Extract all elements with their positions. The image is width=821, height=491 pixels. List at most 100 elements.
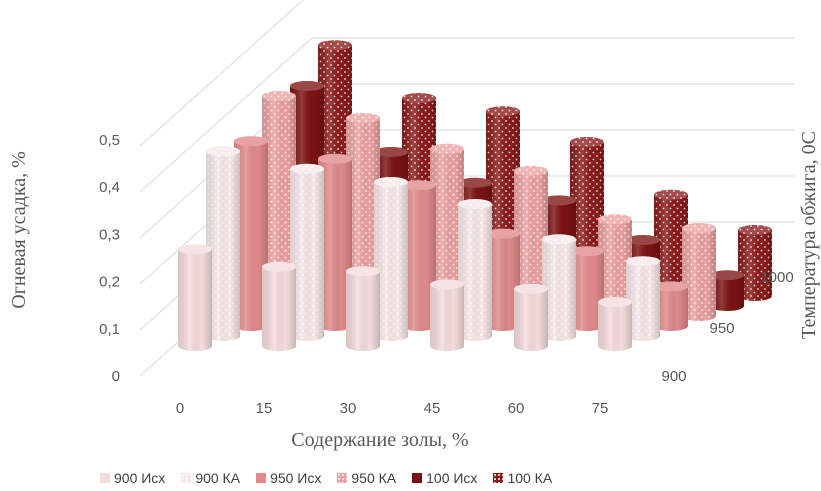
- bar-shading: [514, 288, 548, 351]
- bar-top-pattern: [514, 165, 548, 176]
- bar-shading: [738, 230, 772, 301]
- legend-item: 950 КА: [337, 470, 396, 486]
- bar-top-pattern: [738, 225, 772, 235]
- bar: [682, 223, 716, 321]
- bar-shading: [318, 158, 352, 331]
- bar-shading: [430, 148, 464, 321]
- bar: [374, 177, 408, 341]
- x-tick-label: 30: [340, 400, 357, 417]
- bar-top: [178, 244, 212, 255]
- bar-shading: [486, 233, 520, 331]
- bar-shading: [682, 228, 716, 321]
- bar-shading: [206, 151, 240, 341]
- y-tick-label: 0,3: [99, 226, 120, 243]
- bar-top-highlight: [542, 195, 576, 206]
- bar-shading: [570, 251, 604, 331]
- bar-top-highlight: [374, 147, 408, 157]
- bar-top-highlight: [598, 297, 632, 307]
- bar: [710, 270, 744, 311]
- bar-top: [542, 195, 576, 206]
- bar: [318, 153, 352, 331]
- legend-swatch: [100, 473, 110, 483]
- bar-top-pattern: [458, 199, 492, 209]
- bar-top-pattern: [682, 223, 716, 233]
- bar-shading: [234, 141, 268, 331]
- bar-top-pattern: [654, 189, 688, 200]
- bar-shading: [178, 249, 212, 351]
- grid-diagonal: [139, 0, 304, 147]
- bar-shading: [402, 185, 436, 331]
- bar-top: [654, 281, 688, 292]
- bars: [178, 40, 772, 351]
- bar-shading: [626, 261, 660, 341]
- legend-swatch: [337, 473, 348, 483]
- bar-top-pattern: [374, 177, 408, 187]
- bar-top: [234, 136, 268, 147]
- y-axis-ticks: 0 0,1 0,2 0,3 0,4 0,5: [99, 132, 120, 385]
- bar: [654, 189, 688, 301]
- bar-shading: [262, 266, 296, 351]
- bar: [178, 244, 212, 351]
- y-tick-label: 0,4: [99, 179, 120, 196]
- bar: [626, 256, 660, 341]
- bar: [430, 143, 464, 321]
- bar-top-highlight: [458, 177, 492, 188]
- bar: [262, 261, 296, 351]
- bar-top-pattern: [290, 163, 324, 174]
- legend-swatch: [412, 473, 423, 483]
- bar-top-highlight: [402, 180, 436, 191]
- bar: [430, 279, 464, 351]
- legend-label: 950 КА: [351, 470, 397, 486]
- bar: [570, 246, 604, 331]
- bar-shading: [654, 286, 688, 331]
- bar-top-highlight: [346, 266, 380, 277]
- bar-top-pattern: [570, 137, 604, 147]
- bar: [402, 180, 436, 331]
- bar: [598, 297, 632, 351]
- x-axis-ticks: 0 15 30 45 60 75: [176, 400, 609, 417]
- bar-top-highlight: [626, 235, 660, 245]
- legend-label: 100 Исх: [426, 470, 478, 486]
- bar-top-highlight: [178, 244, 212, 255]
- legend-item: 100 КА: [493, 470, 552, 486]
- bar-top: [262, 261, 296, 272]
- depth-tick-label: 1000: [760, 269, 793, 286]
- legend-item: 900 Исх: [100, 470, 165, 486]
- bar-top-pattern: [346, 113, 380, 123]
- y-tick-label: 0,2: [99, 274, 120, 291]
- depth-tick-label: 950: [709, 320, 734, 337]
- bar: [654, 281, 688, 331]
- bar-top-highlight: [486, 228, 520, 239]
- y-tick-label: 0,1: [99, 321, 120, 338]
- x-tick-label: 75: [592, 400, 609, 417]
- bar-shading: [598, 302, 632, 351]
- bar-top-highlight: [514, 283, 548, 294]
- bar: [458, 199, 492, 341]
- bar: [206, 146, 240, 341]
- bar: [234, 136, 268, 331]
- bar-top-pattern: [542, 234, 576, 245]
- bar-shading: [542, 239, 576, 341]
- bar: [486, 228, 520, 331]
- bar: [514, 283, 548, 351]
- y-tick-label: 0,5: [99, 132, 120, 149]
- bar-top: [458, 177, 492, 188]
- bar-top: [346, 266, 380, 277]
- bar-shading: [458, 204, 492, 341]
- bar-shading: [290, 168, 324, 341]
- bar-top-highlight: [570, 246, 604, 257]
- legend-label: 950 Исх: [270, 470, 322, 486]
- bar-top-pattern: [626, 256, 660, 267]
- bar-top: [598, 297, 632, 307]
- bar: [738, 225, 772, 301]
- bar-top: [318, 153, 352, 164]
- bar-top: [374, 147, 408, 157]
- bar-top: [570, 246, 604, 257]
- legend: 900 Исх 900 КА 950 Исх 950 КА 100 Исх 100 КА: [100, 470, 552, 486]
- bar-top-highlight: [318, 153, 352, 164]
- bar-top-highlight: [710, 270, 744, 281]
- legend-swatch: [256, 473, 267, 483]
- legend-item: 950 Исх: [256, 470, 321, 486]
- grid-diagonal: [139, 37, 313, 193]
